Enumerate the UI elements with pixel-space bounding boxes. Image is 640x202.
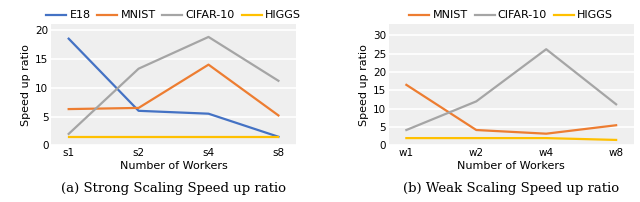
CIFAR-10 — [275, 80, 282, 82]
Line: CIFAR-10: CIFAR-10 — [406, 49, 616, 130]
HIGGS — [472, 137, 480, 139]
MNIST — [205, 63, 212, 66]
HIGGS — [542, 137, 550, 139]
CIFAR-10 — [65, 133, 72, 135]
E18 — [275, 136, 282, 138]
MNIST — [403, 84, 410, 86]
MNIST — [275, 114, 282, 117]
Text: (b) Weak Scaling Speed up ratio: (b) Weak Scaling Speed up ratio — [403, 182, 620, 195]
MNIST — [472, 129, 480, 131]
MNIST — [135, 107, 143, 109]
E18 — [135, 110, 143, 112]
Line: CIFAR-10: CIFAR-10 — [68, 37, 278, 134]
CIFAR-10 — [403, 129, 410, 131]
HIGGS — [205, 136, 212, 139]
HIGGS — [403, 137, 410, 139]
MNIST — [65, 108, 72, 110]
E18 — [205, 113, 212, 115]
X-axis label: Number of Workers: Number of Workers — [120, 161, 227, 171]
Line: E18: E18 — [68, 39, 278, 137]
CIFAR-10 — [205, 36, 212, 38]
CIFAR-10 — [612, 103, 620, 105]
Y-axis label: Speed up ratio: Speed up ratio — [21, 44, 31, 126]
Line: HIGGS: HIGGS — [406, 138, 616, 140]
X-axis label: Number of Workers: Number of Workers — [458, 161, 565, 171]
HIGGS — [135, 136, 143, 139]
Y-axis label: Speed up ratio: Speed up ratio — [358, 44, 369, 126]
Legend: E18, MNIST, CIFAR-10, HIGGS: E18, MNIST, CIFAR-10, HIGGS — [46, 11, 301, 20]
HIGGS — [275, 136, 282, 139]
E18 — [65, 37, 72, 40]
MNIST — [542, 133, 550, 135]
CIFAR-10 — [542, 48, 550, 50]
MNIST — [612, 124, 620, 126]
CIFAR-10 — [135, 67, 143, 70]
CIFAR-10 — [472, 100, 480, 103]
HIGGS — [612, 139, 620, 141]
Line: MNIST: MNIST — [406, 85, 616, 134]
HIGGS — [65, 136, 72, 139]
Legend: MNIST, CIFAR-10, HIGGS: MNIST, CIFAR-10, HIGGS — [410, 11, 613, 20]
Line: MNIST: MNIST — [68, 65, 278, 115]
Text: (a) Strong Scaling Speed up ratio: (a) Strong Scaling Speed up ratio — [61, 182, 286, 195]
